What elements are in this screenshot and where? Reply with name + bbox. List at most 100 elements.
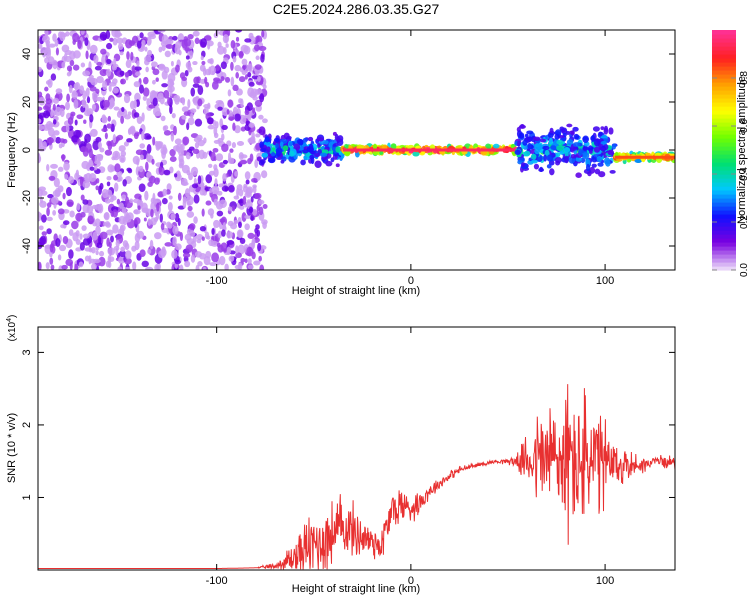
spectrogram-cell: [101, 128, 108, 133]
spectrogram-cell: [235, 252, 242, 259]
spectrogram-cell: [592, 126, 600, 132]
spectrogram-cell: [255, 55, 260, 61]
spectrogram-cell: [142, 87, 150, 97]
spectrogram-cell: [186, 200, 191, 206]
spectrogram-cell: [58, 244, 67, 252]
spectrogram-cell: [54, 187, 61, 198]
colorbar-segment: [712, 162, 736, 167]
spectrogram-cell: [181, 76, 188, 82]
spectrogram-cell: [85, 50, 89, 60]
spectrogram-cell: [179, 143, 185, 152]
spectrogram-cell: [79, 85, 85, 95]
spectrogram-cell: [172, 145, 181, 152]
spectrogram-cell: [125, 39, 133, 49]
spectrogram-cell: [216, 79, 223, 84]
spectrogram-cell: [84, 133, 91, 144]
spectrogram-cell: [38, 140, 44, 149]
colorbar-segment: [712, 262, 736, 267]
spectrogram-cell: [556, 139, 564, 145]
colorbar-segment: [712, 238, 736, 243]
spectrogram-cell: [111, 78, 118, 85]
spectrogram-cell: [57, 208, 65, 215]
spectrogram-cell: [186, 122, 190, 131]
spectrogram-cell: [111, 30, 119, 38]
spectrogram-cell: [41, 214, 47, 223]
spectrogram-cell: [158, 166, 163, 173]
spectrogram-cell: [187, 117, 195, 126]
spectrogram-cell: [152, 68, 160, 76]
spectrogram-cell: [195, 264, 200, 270]
spectrogram-cell: [335, 163, 340, 168]
spectrogram-cell: [591, 163, 597, 168]
spectrogram-cell: [52, 119, 57, 125]
spectrogram-cell: [82, 237, 91, 246]
spectrogram-cell: [604, 125, 608, 132]
spectrogram-cell: [589, 150, 593, 154]
spectrogram-cell: [204, 231, 210, 240]
spectrogram-cell: [46, 207, 50, 217]
spectrogram-cell: [186, 169, 191, 176]
spectrogram-cell: [173, 173, 178, 178]
spectrogram-cell: [241, 58, 248, 66]
spectrogram-cell: [239, 237, 246, 244]
spectrogram-cell: [78, 261, 84, 268]
spectrogram-cell: [412, 151, 420, 157]
spectrogram-cell: [124, 266, 131, 270]
spectrogram-cell: [79, 241, 85, 251]
spectrogram-cell: [209, 188, 213, 194]
spectrogram-cell: [66, 186, 72, 197]
spectrogram-cell: [120, 115, 125, 124]
y-tick-label: 0: [21, 147, 33, 153]
spectrogram-cell: [115, 239, 120, 248]
spectrogram-cell: [591, 134, 595, 143]
spectrogram-cell: [135, 149, 144, 156]
spectrogram-cell: [547, 132, 554, 138]
spectrogram-cell: [119, 51, 124, 56]
spectrogram-cell: [254, 64, 262, 70]
spectrogram-cell: [275, 143, 279, 149]
spectrogram-cell: [158, 46, 163, 53]
spectrogram-cell: [132, 261, 137, 270]
spectrogram-cell: [134, 66, 142, 71]
spectrogram-cell: [585, 163, 591, 172]
spectrogram-cell: [85, 87, 90, 98]
spectrogram-cell: [324, 140, 329, 145]
spectrogram-cell: [112, 37, 118, 46]
spectrogram-cell: [187, 66, 193, 73]
spectrogram-cell: [238, 98, 243, 104]
spectrogram-cell: [85, 142, 92, 153]
spectrogram-cell: [130, 51, 134, 61]
colorbar-segment: [712, 254, 736, 259]
spectrogram-cell: [38, 186, 46, 192]
spectrogram-cell: [251, 177, 258, 183]
spectrogram-cell: [66, 93, 70, 103]
spectrogram-cell: [106, 175, 112, 181]
spectrogram-cell: [308, 143, 314, 151]
spectrogram-cell: [167, 96, 171, 106]
spectrogram-cell: [556, 152, 561, 158]
spectrogram-cell: [238, 188, 244, 197]
spectrogram-cell: [262, 118, 268, 124]
spectrogram-cell: [113, 106, 120, 111]
spectrogram-cell: [201, 208, 205, 217]
spectrogram-cell: [597, 162, 604, 167]
spectrogram-cell: [110, 235, 114, 243]
spectrogram-cell: [192, 61, 198, 66]
spectrogram-cell: [155, 143, 161, 151]
spectrogram-axes: -100 0 100 -40 -20 0 20 40: [21, 30, 675, 287]
spectrogram-cell: [109, 97, 115, 107]
spectrogram-cell: [164, 242, 173, 247]
spectrogram-cell: [171, 113, 176, 119]
spectrogram-cell: [84, 255, 90, 262]
colorbar-segment: [712, 130, 736, 135]
spectrogram-cell: [121, 194, 127, 200]
spectrogram-cell: [107, 141, 113, 151]
spectrogram-cell: [102, 99, 110, 108]
spectrogram-cell: [44, 102, 52, 110]
spectrogram-cell: [160, 115, 166, 122]
spectrogram-cell: [262, 84, 267, 90]
spectrogram-cell: [252, 208, 258, 216]
spectrogram-cell: [65, 31, 70, 37]
spectrogram-cell: [181, 181, 189, 186]
spectrogram-cell: [47, 78, 53, 89]
